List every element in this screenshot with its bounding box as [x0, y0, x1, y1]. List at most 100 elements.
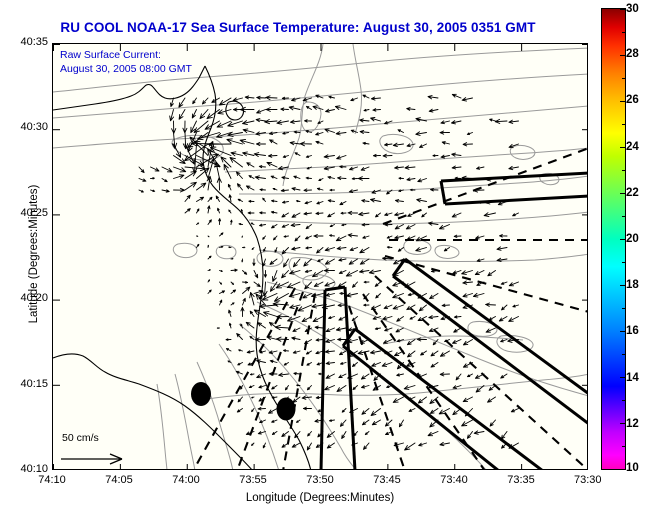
current-vector [329, 234, 335, 237]
current-vector [474, 270, 485, 276]
current-vector [407, 350, 416, 358]
current-vector [409, 316, 416, 320]
colorbar-tick: 30 [626, 3, 639, 15]
current-vector [363, 280, 370, 284]
current-vector [327, 175, 335, 180]
y-tick: 40:10 [20, 463, 48, 475]
current-vector [244, 95, 255, 100]
current-vector [150, 166, 160, 172]
current-vector [269, 281, 278, 292]
current-vector [249, 373, 255, 376]
current-vector [394, 212, 404, 217]
current-vector [416, 337, 427, 342]
current-vector [173, 143, 182, 158]
current-vector [171, 120, 177, 134]
current-vector [315, 94, 324, 99]
current-vector [290, 223, 301, 228]
current-vector [228, 194, 232, 202]
current-vector [289, 304, 301, 309]
current-vector [347, 210, 358, 215]
current-vector [407, 292, 416, 297]
colorbar-minor-tick-mark [622, 262, 626, 263]
current-vector [382, 316, 393, 321]
current-vector [325, 373, 335, 379]
current-vector [312, 270, 324, 278]
current-vector [245, 185, 255, 191]
current-vector [249, 335, 255, 340]
annotation-line-2: August 30, 2005 08:00 GMT [60, 63, 192, 75]
current-vector [317, 120, 324, 124]
current-vector [296, 419, 301, 423]
current-vector [187, 132, 209, 148]
current-vector [207, 244, 210, 248]
current-vector [328, 316, 335, 320]
current-vector [500, 281, 508, 285]
current-vector [207, 279, 211, 283]
current-vector [255, 141, 266, 147]
current-vector [211, 97, 220, 103]
current-vector [220, 156, 232, 168]
current-vector [370, 350, 381, 355]
current-vector [289, 270, 301, 275]
current-vector [313, 234, 324, 239]
current-vector [207, 196, 213, 202]
station-marker[interactable] [276, 397, 296, 421]
current-vector [500, 431, 508, 440]
current-vector [230, 281, 235, 285]
current-vector [257, 407, 266, 411]
current-vector [190, 120, 197, 134]
x-tick: 73:55 [239, 474, 267, 486]
current-vector [349, 166, 358, 171]
current-vector [420, 350, 427, 356]
current-vector [347, 233, 358, 238]
current-vector [249, 310, 255, 317]
current-vector [375, 212, 381, 218]
current-vector [364, 431, 370, 436]
current-vector [242, 270, 248, 275]
station-marker[interactable] [191, 382, 211, 406]
current-vector [237, 362, 243, 366]
current-vector [259, 350, 266, 354]
colorbar-tick-mark [620, 423, 626, 424]
current-vector [289, 119, 301, 124]
current-vector [240, 306, 245, 317]
current-vector [489, 118, 496, 122]
current-vector [248, 385, 255, 388]
current-vector [475, 235, 485, 240]
current-vector [328, 419, 335, 422]
current-vector [281, 247, 289, 255]
current-vector [278, 165, 289, 171]
y-tick: 40:15 [20, 377, 48, 390]
current-vector [394, 199, 404, 203]
current-vector [455, 373, 462, 381]
current-vector [291, 212, 301, 218]
current-vector [250, 222, 255, 225]
current-vector [361, 419, 370, 426]
current-vector [281, 224, 289, 228]
current-vector [394, 224, 404, 230]
x-tick: 73:35 [507, 474, 535, 486]
current-vector [406, 339, 416, 346]
current-vector [324, 247, 335, 252]
current-vector [207, 235, 210, 238]
current-vector [240, 209, 243, 214]
current-vector [241, 235, 243, 238]
y-tick: 40:20 [20, 292, 48, 305]
current-vector [315, 211, 324, 216]
current-vector [196, 243, 200, 248]
map-plot-area[interactable] [52, 43, 588, 470]
current-vector [240, 323, 243, 329]
current-vector [384, 120, 393, 125]
current-vector [427, 95, 439, 100]
current-vector [453, 315, 462, 319]
current-vector [150, 177, 155, 180]
current-vector [432, 154, 439, 157]
current-vector [338, 373, 347, 379]
current-vector [262, 442, 266, 449]
current-vector [217, 109, 232, 115]
colorbar-minor-tick-mark [622, 78, 626, 79]
current-vector [359, 247, 370, 254]
current-vector [439, 372, 450, 377]
current-vector [325, 338, 335, 343]
current-vector [392, 396, 404, 403]
